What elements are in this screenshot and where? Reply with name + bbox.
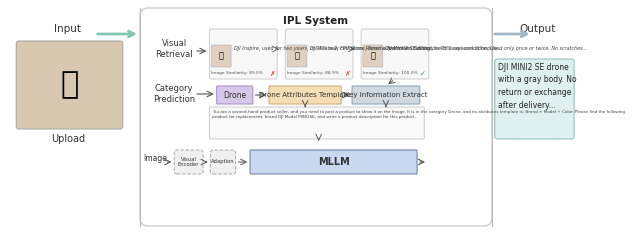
Text: DJI Inspire, used for two years, in 95% new condition. Remote controller include: DJI Inspire, used for two years, in 95% …: [234, 46, 433, 51]
FancyBboxPatch shape: [217, 86, 253, 104]
Text: Image Similarity: 88.9%: Image Similarity: 88.9%: [287, 71, 339, 75]
FancyBboxPatch shape: [250, 150, 417, 174]
FancyBboxPatch shape: [287, 45, 307, 67]
Text: DJI Avata 2, FPV drone, flown a few times. Selling due to busy work schedule...: DJI Avata 2, FPV drone, flown a few time…: [310, 46, 502, 51]
FancyBboxPatch shape: [16, 41, 123, 129]
Text: Image Similarity: 89.0%: Image Similarity: 89.0%: [211, 71, 263, 75]
Text: Key Information Extract: Key Information Extract: [345, 92, 427, 98]
FancyBboxPatch shape: [285, 29, 353, 79]
Text: Category
Prediction: Category Prediction: [153, 84, 195, 104]
Text: 📷: 📷: [371, 51, 375, 61]
Text: DJI Mini 2 SE drone, in 95% new condition. Used only once or twice. No scratches: DJI Mini 2 SE drone, in 95% new conditio…: [385, 46, 588, 51]
FancyBboxPatch shape: [361, 29, 429, 79]
Text: MLLM: MLLM: [317, 157, 349, 167]
FancyBboxPatch shape: [209, 107, 424, 139]
Text: 📷: 📷: [219, 51, 223, 61]
Text: Visual
Retrieval: Visual Retrieval: [156, 39, 193, 59]
FancyBboxPatch shape: [495, 59, 574, 139]
Text: ✓: ✓: [420, 71, 426, 77]
FancyBboxPatch shape: [174, 150, 203, 174]
Text: Drone: Drone: [223, 91, 246, 99]
Text: You are a second-hand product seller, and you need to post a product to show it : You are a second-hand product seller, an…: [212, 110, 625, 119]
Text: Visual
Encoder: Visual Encoder: [178, 157, 200, 167]
FancyBboxPatch shape: [352, 86, 420, 104]
Text: 🚁: 🚁: [60, 70, 79, 99]
Text: Image Similarity: 100.0%: Image Similarity: 100.0%: [363, 71, 417, 75]
FancyBboxPatch shape: [211, 150, 236, 174]
Text: Drone Attributes Template: Drone Attributes Template: [259, 92, 351, 98]
FancyBboxPatch shape: [209, 29, 277, 79]
Text: Input: Input: [54, 24, 81, 34]
Text: Adaption: Adaption: [211, 160, 235, 165]
Text: Output: Output: [519, 24, 556, 34]
Text: DJI MINI2 SE drone
with a gray body. No
return or exchange
after delivery...: DJI MINI2 SE drone with a gray body. No …: [499, 63, 577, 110]
Text: IPL System: IPL System: [284, 16, 349, 26]
Text: ✗: ✗: [344, 71, 351, 77]
FancyBboxPatch shape: [269, 86, 341, 104]
FancyBboxPatch shape: [140, 8, 492, 226]
Text: Upload: Upload: [51, 134, 84, 144]
Text: ✗: ✗: [269, 71, 275, 77]
FancyBboxPatch shape: [363, 45, 383, 67]
Text: 📷: 📷: [294, 51, 300, 61]
Text: Image: Image: [143, 154, 167, 163]
FancyBboxPatch shape: [211, 45, 231, 67]
